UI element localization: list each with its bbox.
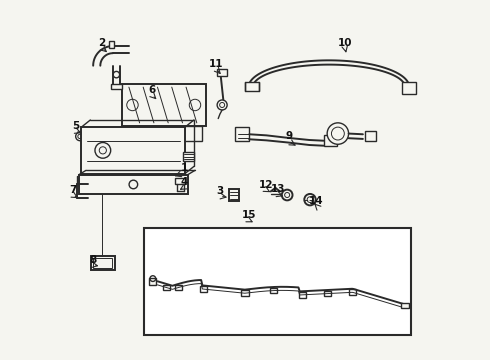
Circle shape	[327, 123, 348, 144]
Bar	[270, 288, 277, 293]
Bar	[245, 82, 259, 91]
Bar	[93, 258, 113, 268]
Text: 1: 1	[181, 163, 188, 173]
Text: 13: 13	[270, 184, 285, 194]
Bar	[200, 286, 207, 292]
Bar	[217, 68, 227, 76]
Text: 12: 12	[259, 180, 274, 190]
Bar	[365, 131, 376, 141]
Bar	[401, 302, 409, 308]
Bar	[111, 84, 122, 89]
Bar	[81, 127, 185, 174]
Text: 8: 8	[90, 255, 97, 265]
Bar	[144, 228, 412, 336]
Bar	[163, 285, 170, 290]
Text: 14: 14	[309, 196, 324, 206]
Bar	[91, 256, 115, 270]
Bar	[242, 291, 248, 296]
Text: 4: 4	[181, 177, 188, 187]
Text: 5: 5	[72, 121, 79, 131]
Text: 6: 6	[148, 85, 156, 95]
Text: 15: 15	[241, 210, 256, 220]
Bar	[122, 84, 206, 126]
Bar	[184, 126, 202, 141]
Text: 7: 7	[69, 185, 76, 195]
Text: 9: 9	[285, 131, 292, 141]
Bar	[109, 41, 114, 48]
Bar	[175, 284, 182, 290]
Bar	[79, 175, 188, 194]
Bar	[323, 291, 331, 296]
Text: 10: 10	[338, 38, 352, 48]
Circle shape	[217, 100, 227, 110]
Bar	[235, 127, 249, 141]
Bar	[298, 292, 306, 298]
Text: 11: 11	[208, 59, 223, 68]
Text: 2: 2	[98, 38, 106, 48]
Bar	[175, 178, 185, 184]
Bar	[402, 82, 416, 94]
Bar	[348, 289, 356, 295]
Bar	[148, 278, 156, 285]
Bar	[323, 135, 337, 146]
Bar	[183, 152, 194, 161]
Bar	[229, 189, 239, 201]
Text: 3: 3	[217, 186, 223, 196]
